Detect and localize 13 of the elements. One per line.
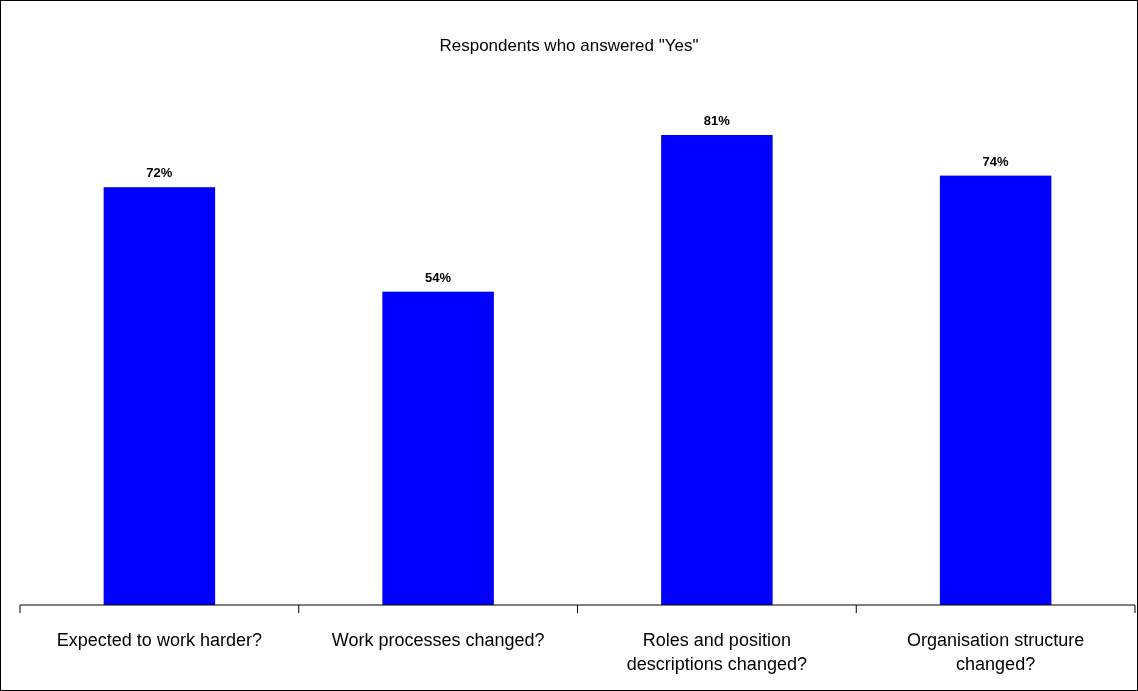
x-tick-label: Roles and position descriptions changed?: [626, 630, 807, 674]
data-label: 74%: [982, 153, 1010, 169]
bar: [661, 135, 773, 605]
data-label: 54%: [425, 269, 452, 285]
data-label: 72%: [146, 165, 173, 181]
data-label: 81%: [703, 113, 731, 128]
bar: [939, 175, 1052, 605]
x-tick-label: Expected to work harder?: [56, 630, 262, 650]
x-tick-label: Organisation structure changed?: [907, 630, 1085, 674]
bar: [382, 291, 494, 605]
x-tick-label: Work processes changed?: [331, 630, 545, 650]
chart-title: Respondents who answered "Yes": [439, 36, 699, 55]
bar: [103, 187, 216, 605]
